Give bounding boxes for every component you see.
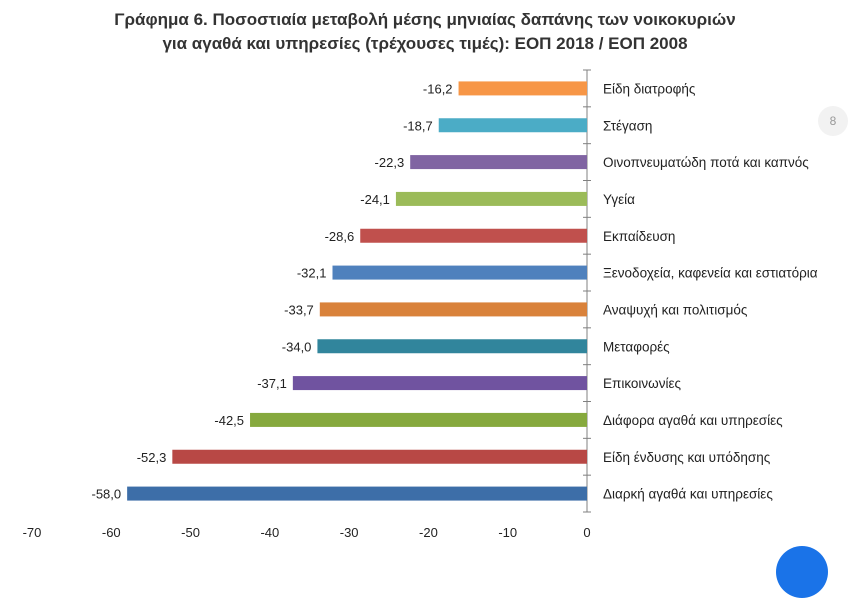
- data-label: -58,0: [92, 487, 122, 502]
- bar: [319, 302, 587, 317]
- bar: [332, 265, 587, 280]
- data-label: -52,3: [137, 450, 167, 465]
- data-label: -18,7: [403, 118, 433, 133]
- x-tick-label: -20: [419, 525, 438, 540]
- floating-action-button[interactable]: [776, 546, 828, 598]
- x-tick-label: -60: [102, 525, 121, 540]
- category-label: Μεταφορές: [603, 339, 670, 354]
- page-number-badge: 8: [818, 106, 848, 136]
- category-label: Διαρκή αγαθά και υπηρεσίες: [603, 487, 773, 502]
- category-label: Επικοινωνίες: [603, 376, 681, 391]
- bar: [360, 228, 587, 243]
- category-label: Είδη ένδυσης και υπόδησης: [603, 450, 771, 465]
- data-label: -34,0: [282, 339, 312, 354]
- bar: [458, 81, 587, 96]
- x-tick-label: 0: [583, 525, 590, 540]
- data-label: -22,3: [375, 155, 405, 170]
- category-label: Ξενοδοχεία, καφενεία και εστιατόρια: [603, 266, 818, 281]
- data-label: -24,1: [360, 192, 390, 207]
- bar: [438, 118, 587, 133]
- x-tick-label: -70: [23, 525, 42, 540]
- bar: [292, 376, 587, 391]
- bar: [410, 155, 587, 170]
- category-label: Υγεία: [603, 192, 635, 207]
- category-label: Στέγαση: [603, 118, 652, 133]
- category-label: Οινοπνευματώδη ποτά και καπνός: [603, 155, 809, 170]
- chart-title-block: Γράφημα 6. Ποσοστιαία μεταβολή μέσης μην…: [0, 8, 850, 56]
- x-tick-label: -40: [260, 525, 279, 540]
- data-label: -16,2: [423, 81, 453, 96]
- category-label: Αναψυχή και πολιτισμός: [603, 302, 748, 317]
- category-label: Διάφορα αγαθά και υπηρεσίες: [603, 413, 783, 428]
- data-label: -37,1: [257, 376, 287, 391]
- x-tick-label: -30: [340, 525, 359, 540]
- bar: [250, 412, 588, 427]
- data-label: -32,1: [297, 266, 327, 281]
- data-label: -28,6: [325, 229, 355, 244]
- bar: [395, 191, 587, 206]
- bar: [127, 486, 588, 501]
- chart-title: Γράφημα 6. Ποσοστιαία μεταβολή μέσης μην…: [114, 10, 736, 29]
- data-label: -42,5: [214, 413, 244, 428]
- bar-chart: -16,2 Είδη διατροφής -18,7 Στέγαση -22,3 Οινο…: [23, 69, 818, 540]
- x-tick-label: -50: [181, 525, 200, 540]
- bar: [317, 339, 587, 354]
- data-label: -33,7: [284, 302, 314, 317]
- chart-subtitle: για αγαθά και υπηρεσίες (τρέχουσες τιμές…: [162, 34, 688, 53]
- x-tick-label: -10: [498, 525, 517, 540]
- bar: [172, 449, 588, 464]
- category-label: Εκπαίδευση: [603, 229, 675, 244]
- category-label: Είδη διατροφής: [603, 81, 696, 96]
